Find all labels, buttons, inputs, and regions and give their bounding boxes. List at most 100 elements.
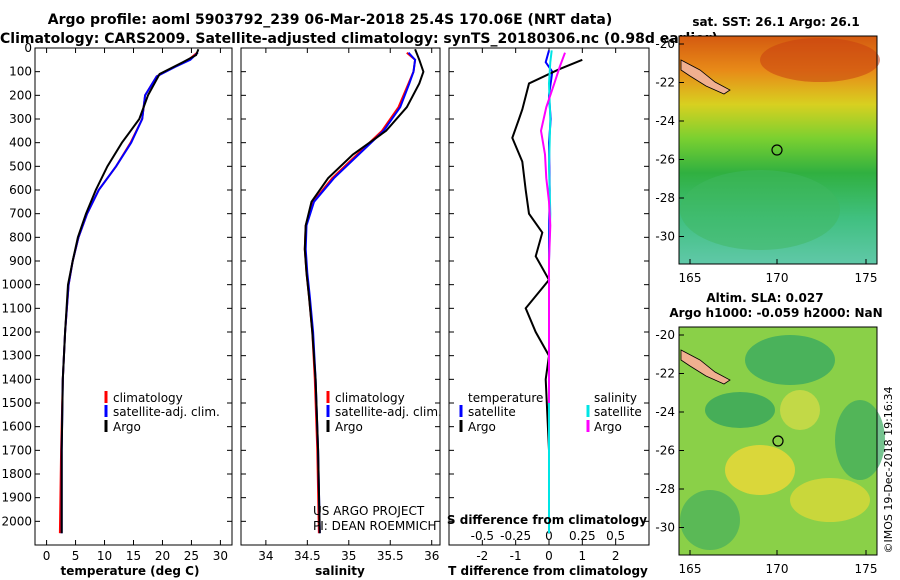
sla-map-title-2: Argo h1000: -0.059 h2000: NaN bbox=[669, 306, 882, 320]
argo-location-marker bbox=[772, 435, 784, 447]
sst-map-axes: -20 -22 -24 -26 -28 -30 165 170 175 bbox=[655, 37, 877, 285]
x-tick-label: 10 bbox=[97, 549, 112, 563]
y-tick-label: 500 bbox=[9, 159, 32, 173]
y-tick-label: 800 bbox=[9, 230, 32, 244]
sla-map-title-1: Altim. SLA: 0.027 bbox=[706, 291, 823, 305]
y-tick-label: 300 bbox=[9, 112, 32, 126]
new-caledonia-land bbox=[680, 59, 731, 95]
map-lat-label: -28 bbox=[655, 191, 675, 205]
series-climatology bbox=[58, 51, 198, 534]
x-tick-label: 20 bbox=[155, 549, 170, 563]
y-tick-label: 1000 bbox=[1, 278, 32, 292]
sst-map bbox=[678, 35, 880, 265]
s-tick-label: 0.25 bbox=[569, 529, 596, 543]
y-tick-label: 1700 bbox=[1, 443, 32, 457]
map-lon-label: 175 bbox=[855, 562, 878, 576]
series-salinity-argo bbox=[539, 52, 566, 403]
x-tick-label: 34.5 bbox=[294, 549, 321, 563]
salinity-legend: climatology satellite-adj. clim. Argo bbox=[326, 391, 442, 434]
y-tick-label: 1500 bbox=[1, 396, 32, 410]
map-lat-label: -26 bbox=[655, 444, 675, 458]
difference-legend: temperature satellite Argo salinity sate… bbox=[459, 391, 642, 434]
legend-argo: Argo bbox=[335, 420, 363, 434]
y-tick-label: 900 bbox=[9, 254, 32, 268]
map-lat-label: -20 bbox=[655, 328, 675, 342]
map-lat-label: -22 bbox=[655, 76, 675, 90]
legend-climatology: climatology bbox=[335, 391, 405, 405]
map-lat-label: -30 bbox=[655, 521, 675, 535]
legend-t-satellite: satellite bbox=[468, 405, 516, 419]
project-credit-2: PI: DEAN ROEMMICH bbox=[313, 519, 436, 533]
temperature-xlabel: temperature (deg C) bbox=[61, 564, 200, 578]
temperature-plot-frame bbox=[34, 47, 233, 546]
map-lat-label: -22 bbox=[655, 367, 675, 381]
x-tick-label: 25 bbox=[184, 549, 199, 563]
y-tick-label: 1100 bbox=[1, 301, 32, 315]
map-lat-label: -24 bbox=[655, 405, 675, 419]
x-tick-label: 1 bbox=[579, 549, 587, 563]
map-lat-label: -28 bbox=[655, 482, 675, 496]
map-lon-label: 165 bbox=[679, 562, 702, 576]
salinity-plot-frame bbox=[240, 47, 441, 546]
legend-climatology: climatology bbox=[113, 391, 183, 405]
map-lon-label: 165 bbox=[679, 271, 702, 285]
legend-s-satellite: satellite bbox=[594, 405, 642, 419]
x-tick-label: 5 bbox=[72, 549, 80, 563]
y-tick-label: 1800 bbox=[1, 467, 32, 481]
s-tick-label: 0 bbox=[545, 529, 553, 543]
s-tick-label: -0.25 bbox=[500, 529, 531, 543]
y-tick-label: 0 bbox=[24, 41, 32, 55]
y-tick-label: 1600 bbox=[1, 420, 32, 434]
salinity-xlabel: salinity bbox=[315, 564, 365, 578]
map-lon-label: 170 bbox=[766, 271, 789, 285]
title-line-1: Argo profile: aoml 5903792_239 06-Mar-20… bbox=[47, 12, 613, 28]
x-tick-label: 35 bbox=[341, 549, 356, 563]
map-lat-label: -24 bbox=[655, 114, 675, 128]
x-tick-label: -2 bbox=[476, 549, 488, 563]
map-lon-label: 170 bbox=[766, 562, 789, 576]
legend-salinity-title: salinity bbox=[594, 391, 637, 405]
legend-t-argo: Argo bbox=[468, 420, 496, 434]
project-credit-1: US ARGO PROJECT bbox=[313, 504, 425, 518]
map-lat-label: -26 bbox=[655, 153, 675, 167]
temperature-legend: climatology satellite-adj. clim. Argo bbox=[104, 391, 220, 434]
legend-satellite: satellite-adj. clim. bbox=[113, 405, 220, 419]
title-line-2: Climatology: CARS2009. Satellite-adjuste… bbox=[0, 31, 718, 47]
legend-argo: Argo bbox=[113, 420, 141, 434]
x-tick-label: 15 bbox=[126, 549, 141, 563]
y-tick-label: 400 bbox=[9, 136, 32, 150]
series-argo bbox=[60, 48, 200, 534]
y-tick-label: 600 bbox=[9, 183, 32, 197]
y-tick-label: 1400 bbox=[1, 372, 32, 386]
y-tick-label: 1300 bbox=[1, 349, 32, 363]
x-tick-label: 0 bbox=[43, 549, 51, 563]
sla-map bbox=[678, 326, 885, 556]
new-caledonia-land bbox=[680, 349, 731, 385]
legend-s-argo: Argo bbox=[594, 420, 622, 434]
series-argo bbox=[303, 48, 425, 534]
s-tick-label: -0.5 bbox=[471, 529, 494, 543]
legend-temperature-title: temperature bbox=[468, 391, 543, 405]
y-tick-label: 1900 bbox=[1, 491, 32, 505]
series-satellite-adj-clim- bbox=[60, 51, 199, 534]
y-tick-label: 100 bbox=[9, 65, 32, 79]
s-tick-label: 0.5 bbox=[606, 529, 625, 543]
y-tick-label: 2000 bbox=[1, 514, 32, 528]
x-tick-label: 0 bbox=[545, 549, 553, 563]
x-tick-label: 2 bbox=[612, 549, 620, 563]
series-satellite-adj-clim- bbox=[304, 52, 417, 534]
map-lat-label: -30 bbox=[655, 230, 675, 244]
series-climatology bbox=[303, 51, 417, 534]
x-tick-label: 35.5 bbox=[377, 549, 404, 563]
x-tick-label: -1 bbox=[510, 549, 522, 563]
series-temperature-argo bbox=[511, 58, 583, 534]
t-difference-xlabel: T difference from climatology bbox=[448, 564, 648, 578]
sla-map-axes: -20 -22 -24 -26 -28 -30 165 170 175 bbox=[655, 328, 877, 576]
map-lon-label: 175 bbox=[855, 271, 878, 285]
legend-satellite: satellite-adj. clim. bbox=[335, 405, 442, 419]
y-tick-label: 200 bbox=[9, 88, 32, 102]
x-tick-label: 34 bbox=[258, 549, 273, 563]
imos-credit: ©IMOS 19-Dec-2018 19:16:34 bbox=[882, 387, 895, 554]
sst-map-title: sat. SST: 26.1 Argo: 26.1 bbox=[692, 15, 859, 29]
